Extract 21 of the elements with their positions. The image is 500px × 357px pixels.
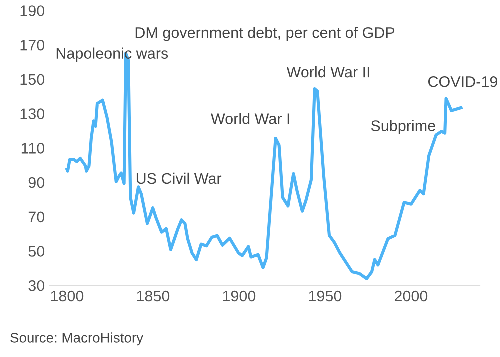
y-tick-label: 70 [28, 212, 45, 223]
y-tick-label: 110 [22, 143, 45, 154]
x-tick-label: 2000 [394, 290, 428, 302]
source-note: Source: MacroHistory [10, 332, 144, 346]
y-tick-label: 50 [28, 246, 45, 257]
x-tick-label: 1800 [51, 290, 84, 302]
annotation: Subprime [371, 120, 436, 134]
text: DM government debt, per cent of GDP [136, 27, 395, 42]
annotation: World War II [286, 66, 370, 78]
x-tick-label: 1950 [309, 290, 342, 302]
annotation: COVID-19 [428, 76, 498, 88]
x-tick-label: 1900 [223, 290, 256, 302]
x-tick-label: 1850 [137, 290, 170, 302]
y-tick-label: 150 [20, 74, 45, 86]
y-tick-label: 130 [20, 108, 45, 120]
y-tick-label: 90 [28, 177, 45, 188]
y-tick-label: 30 [28, 280, 45, 292]
annotation: US Civil War [136, 172, 222, 184]
y-tick-label: 170 [20, 40, 45, 51]
y-tick-label: 190 [20, 6, 45, 16]
annotation: World War I [211, 113, 290, 124]
